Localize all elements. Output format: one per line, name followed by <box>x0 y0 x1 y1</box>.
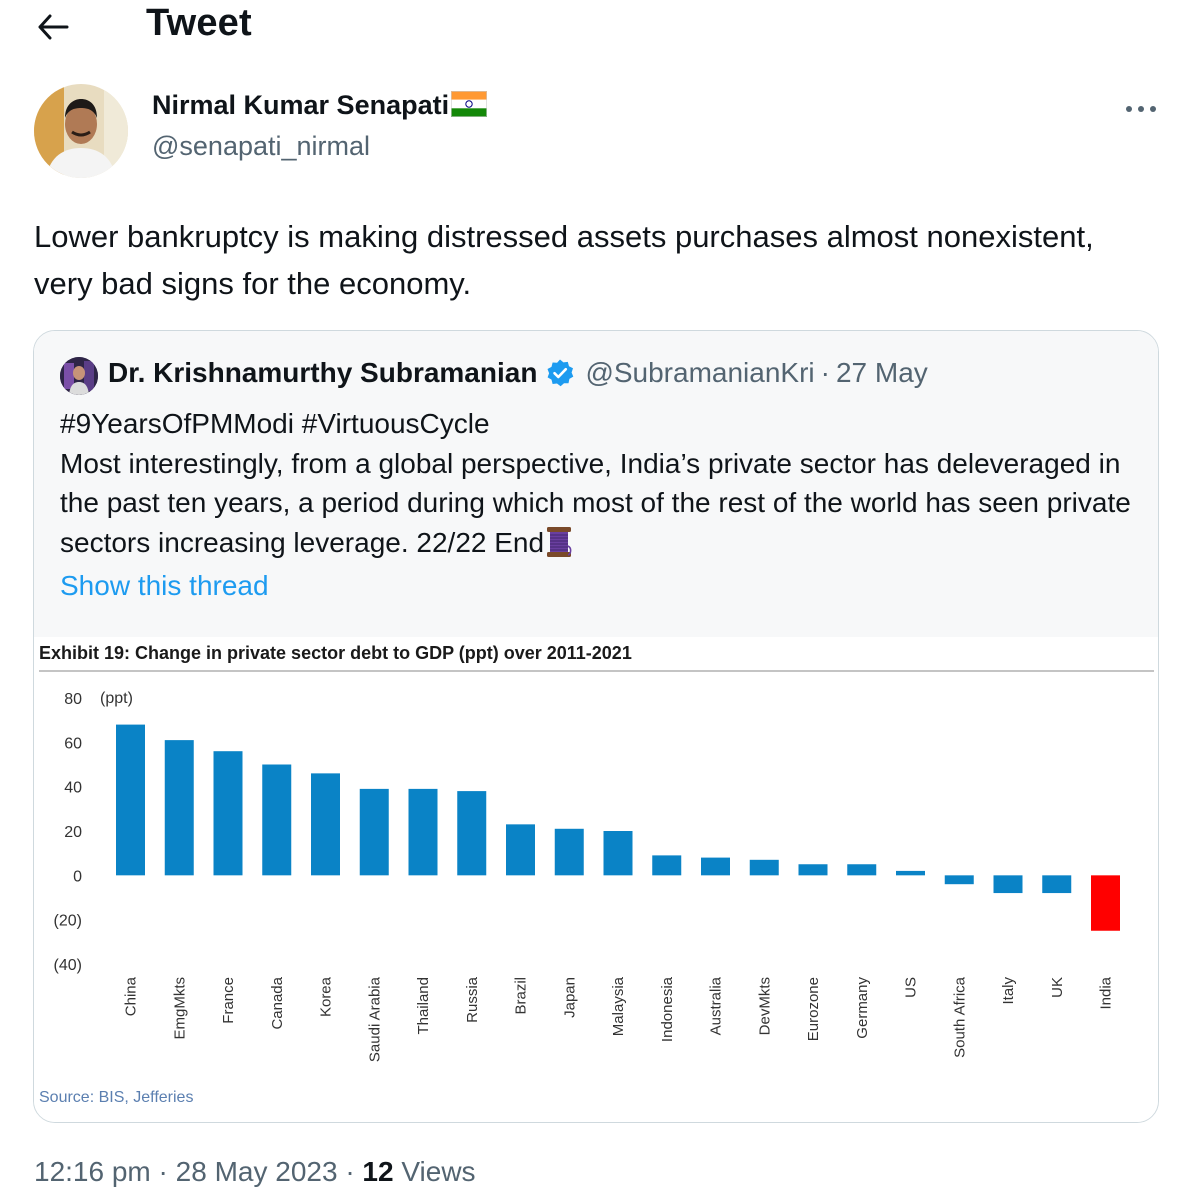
quoted-meta-separator: · <box>820 357 830 388</box>
x-tick-label: Italy <box>1000 977 1017 1005</box>
y-tick-label: 80 <box>64 691 82 708</box>
back-button[interactable] <box>30 4 76 50</box>
bar-russia <box>457 791 487 876</box>
bar-chart: Exhibit 19: Change in private sector deb… <box>39 643 1154 1106</box>
arrow-left-icon <box>38 14 69 40</box>
x-tick-label: India <box>1098 976 1115 1009</box>
quoted-author-avatar <box>60 357 98 395</box>
author-handle[interactable]: @senapati_nirmal <box>152 131 371 161</box>
bar-emgmkts <box>164 740 194 876</box>
x-tick-label: Germany <box>854 977 871 1039</box>
avatar-photo <box>34 84 128 178</box>
meta-separator: · <box>345 1156 355 1187</box>
page-header: Tweet <box>0 0 1198 56</box>
bar-brazil <box>506 824 535 876</box>
quoted-body: Most interestingly, from a global perspe… <box>60 447 1139 558</box>
quoted-author-line: Dr. Krishnamurthy Subramanian @Subramani… <box>108 357 928 389</box>
chart-bars <box>116 724 1120 931</box>
tweet-meta: 12:16 pm · 28 May 2023 · 12 Views <box>34 1156 476 1188</box>
x-tick-label: Saudi Arabia <box>366 976 383 1062</box>
more-horizontal-icon <box>1126 106 1156 112</box>
y-tick-label: 40 <box>64 780 82 797</box>
quoted-author-handle[interactable]: @SubramanianKri <box>585 357 815 388</box>
bar-germany <box>847 864 877 876</box>
quoted-avatar-photo <box>60 357 98 395</box>
tweet-date[interactable]: 28 May 2023 <box>175 1156 338 1187</box>
bar-china <box>116 724 145 876</box>
x-tick-label: Thailand <box>415 977 432 1035</box>
bar-south-africa <box>944 875 974 885</box>
page-title: Tweet <box>146 2 252 44</box>
x-tick-label: France <box>220 977 237 1024</box>
bar-thailand <box>408 788 438 876</box>
author-avatar[interactable] <box>34 84 128 178</box>
x-axis-labels: China EmgMkts France Canada Korea Saudi Arabi… <box>123 976 1115 1062</box>
quoted-tweet-text: #9YearsOfPMModi #VirtuousCycle Most inte… <box>60 404 1140 562</box>
author-name[interactable]: Nirmal Kumar Senapati <box>152 90 488 121</box>
chart-source: Source: BIS, Jefferies <box>39 1089 193 1106</box>
bar-indonesia <box>652 855 682 876</box>
x-tick-label: Japan <box>561 977 578 1018</box>
quoted-tweet-body: Dr. Krishnamurthy Subramanian @Subramani… <box>34 331 1158 637</box>
bar-australia <box>701 857 730 876</box>
chart-image[interactable]: Exhibit 19: Change in private sector deb… <box>34 637 1158 1122</box>
spool-of-thread-icon <box>547 526 572 557</box>
x-tick-label: South Africa <box>951 976 968 1058</box>
x-tick-label: Malaysia <box>610 976 627 1036</box>
bar-eurozone <box>798 864 828 876</box>
x-tick-label: Australia <box>708 976 725 1035</box>
views-label: Views <box>401 1156 476 1187</box>
x-tick-label: China <box>123 976 140 1016</box>
more-options-button[interactable] <box>1118 92 1164 126</box>
x-tick-label: Canada <box>269 976 286 1029</box>
chart-unit-label: (ppt) <box>100 690 133 707</box>
bar-devmkts <box>749 859 779 876</box>
quoted-author-name[interactable]: Dr. Krishnamurthy Subramanian <box>108 357 538 388</box>
meta-separator: · <box>158 1156 168 1187</box>
bar-us <box>896 870 925 876</box>
x-tick-label: DevMkts <box>756 977 773 1035</box>
chart-title: Exhibit 19: Change in private sector deb… <box>39 643 632 663</box>
tweet-text: Lower bankruptcy is making distressed as… <box>34 219 1094 301</box>
x-tick-label: Eurozone <box>805 977 822 1041</box>
x-tick-label: US <box>903 977 920 998</box>
x-tick-label: Brazil <box>513 977 530 1015</box>
india-flag-icon <box>451 91 488 117</box>
bar-canada <box>262 764 292 876</box>
author-name-text: Nirmal Kumar Senapati <box>152 90 450 120</box>
quoted-hashtags[interactable]: #9YearsOfPMModi #VirtuousCycle <box>60 408 490 439</box>
quoted-tweet-card[interactable]: Dr. Krishnamurthy Subramanian @Subramani… <box>33 330 1159 1123</box>
bar-uk <box>1042 875 1072 894</box>
views-count: 12 <box>362 1156 394 1187</box>
y-tick-label: 60 <box>64 735 82 752</box>
y-axis-ticks: 80 60 40 20 0 (20) (40) <box>54 691 83 974</box>
x-tick-label: UK <box>1049 977 1066 998</box>
tweet-time[interactable]: 12:16 pm <box>34 1156 151 1187</box>
x-tick-label: EmgMkts <box>171 977 188 1040</box>
x-tick-label: Indonesia <box>659 976 676 1042</box>
bar-japan <box>554 828 584 876</box>
bar-saudi-arabia <box>359 788 389 876</box>
bar-india <box>1091 875 1120 931</box>
y-tick-label: 0 <box>73 868 82 885</box>
y-tick-label: 20 <box>64 824 82 841</box>
bar-malaysia <box>603 831 633 876</box>
y-tick-label: (20) <box>54 913 82 930</box>
quoted-date[interactable]: 27 May <box>835 357 928 388</box>
bar-italy <box>993 875 1023 894</box>
x-tick-label: Russia <box>464 976 481 1023</box>
x-tick-label: Korea <box>318 976 335 1017</box>
bar-korea <box>311 773 340 876</box>
verified-badge-icon <box>547 359 574 387</box>
show-thread-link[interactable]: Show this thread <box>60 570 269 601</box>
bar-france <box>213 751 243 876</box>
y-tick-label: (40) <box>54 957 82 974</box>
